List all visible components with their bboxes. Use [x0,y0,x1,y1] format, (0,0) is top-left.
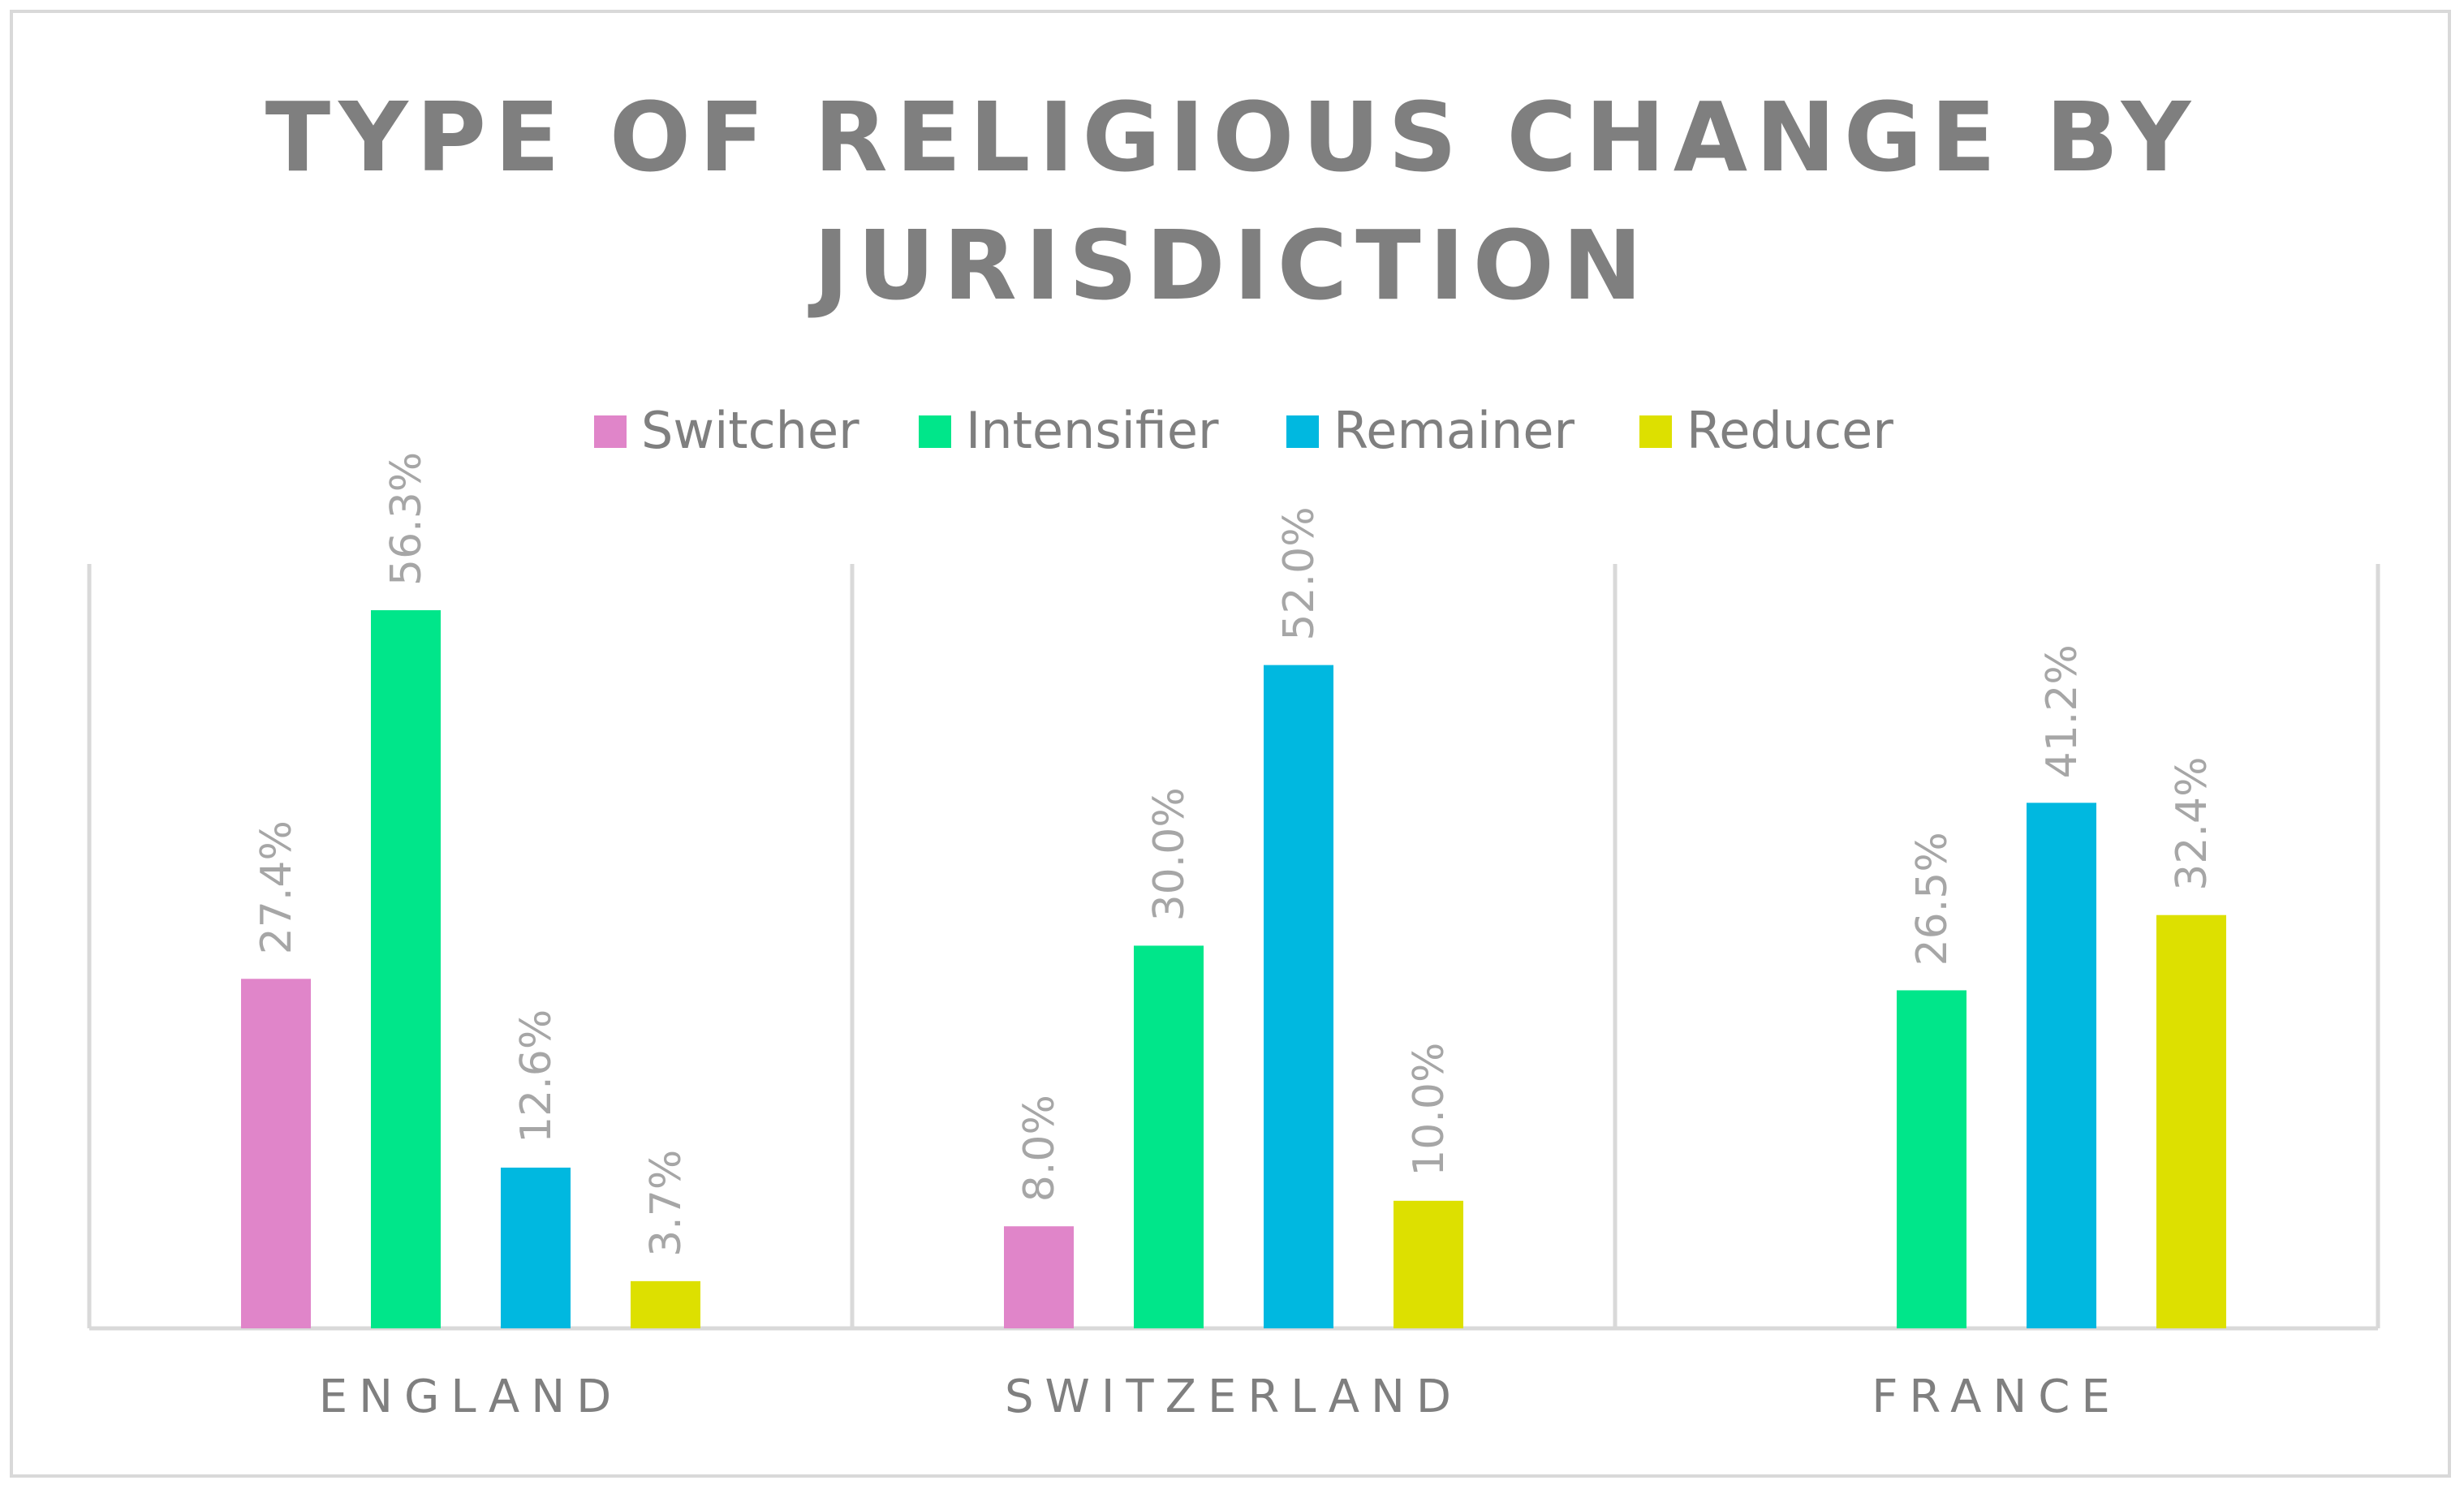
data-label: 32.4% [2168,756,2216,890]
data-label: 27.4% [252,820,301,954]
data-label: 12.6% [512,1009,561,1143]
data-label: 3.7% [642,1150,691,1257]
bar-remainer-france [2027,803,2096,1328]
legend-label: Switcher [641,401,859,460]
bar-intensifier-france [1897,990,1966,1328]
bar-remainer-england [501,1167,571,1328]
bar-reducer-england [631,1280,700,1328]
legend-item-intensifier: Intensifier [919,401,1219,460]
bar-intensifier-switzerland [1134,945,1204,1328]
legend-item-switcher: Switcher [594,401,859,460]
x-tick-label-england: ENGLAND [319,1371,622,1423]
bar-intensifier-england [371,610,441,1328]
bar-switcher-switzerland [1004,1226,1074,1328]
bar-reducer-france [2156,914,2226,1328]
data-label: 10.0% [1405,1043,1454,1177]
legend-swatch [1286,415,1319,448]
legend-swatch [919,415,951,448]
chart-title-line-1: TYPE OF RELIGIOUS CHANGE BY [265,81,2199,193]
plot-area: 27.4% 56.3% 12.6% 3.7% ENGLAND 8.0% 30.0% 52.0%… [87,452,2380,1423]
legend-swatch [1639,415,1672,448]
bar-remainer-switzerland [1264,665,1333,1328]
chart-title-line-2: JURISDICTION [808,209,1650,321]
data-label: 52.0% [1275,506,1324,640]
data-label: 30.0% [1145,787,1194,921]
x-tick-label-switzerland: SWITZERLAND [1005,1371,1462,1423]
data-label: 26.5% [1908,832,1957,966]
data-label: 8.0% [1015,1095,1064,1202]
legend-item-reducer: Reducer [1639,401,1893,460]
bar-switcher-england [241,979,311,1328]
legend-label: Reducer [1686,401,1893,460]
data-label: 56.3% [382,452,431,586]
x-tick-label-france: FRANCE [1872,1371,2122,1423]
legend-label: Remainer [1333,401,1574,460]
legend-item-remainer: Remainer [1286,401,1574,460]
chart-legend: Switcher Intensifier Remainer Reducer [594,401,1893,460]
bar-reducer-switzerland [1394,1200,1463,1328]
chart-title: TYPE OF RELIGIOUS CHANGE BY JURISDICTION [265,81,2199,321]
legend-label: Intensifier [966,401,1219,460]
data-label: 41.2% [2038,644,2087,778]
legend-swatch [594,415,627,448]
